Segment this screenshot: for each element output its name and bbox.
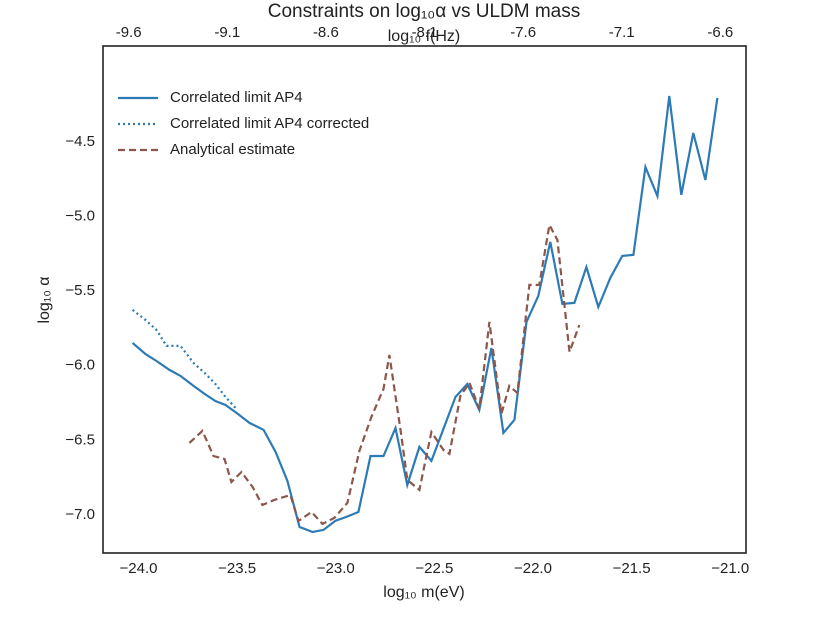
x2-tick-label: -7.1 — [609, 24, 635, 41]
y-axis-label: log₁₀ α — [36, 276, 53, 323]
y-tick-label: −6.0 — [65, 357, 95, 374]
x-tick-label: −21.5 — [613, 560, 651, 577]
x2-tick-label: -7.6 — [510, 24, 536, 41]
y-tick-label: −7.0 — [65, 506, 95, 523]
y-tick-label: −6.5 — [65, 431, 95, 448]
x-axis-label: log₁₀ m(eV) — [383, 584, 464, 601]
y-tick-label: −4.5 — [65, 133, 95, 150]
x2-tick-label: -9.6 — [116, 24, 142, 41]
x2-tick-label: -9.1 — [214, 24, 240, 41]
series-line — [131, 95, 719, 534]
x2-tick-label: -6.6 — [707, 24, 733, 41]
legend-label: Correlated limit AP4 — [170, 89, 303, 106]
legend-label: Analytical estimate — [170, 141, 295, 158]
y-tick-label: −5.0 — [65, 208, 95, 225]
y-tick-label: −5.5 — [65, 282, 95, 299]
x2-axis-label: log₁₀ f(Hz) — [388, 28, 461, 45]
x-tick-label: −22.5 — [415, 560, 453, 577]
x-tick-label: −23.0 — [317, 560, 355, 577]
x-tick-label: −22.0 — [514, 560, 552, 577]
x-tick-label: −23.5 — [218, 560, 256, 577]
chart-title: Constraints on log₁₀α vs ULDM mass — [268, 1, 581, 22]
legend-label: Correlated limit AP4 corrected — [170, 115, 369, 132]
x-tick-label: −21.0 — [711, 560, 749, 577]
x2-tick-label: -8.1 — [412, 24, 438, 41]
x2-tick-label: -8.6 — [313, 24, 339, 41]
series-line — [188, 221, 581, 526]
x-tick-label: −24.0 — [120, 560, 158, 577]
plot-frame — [102, 45, 747, 554]
